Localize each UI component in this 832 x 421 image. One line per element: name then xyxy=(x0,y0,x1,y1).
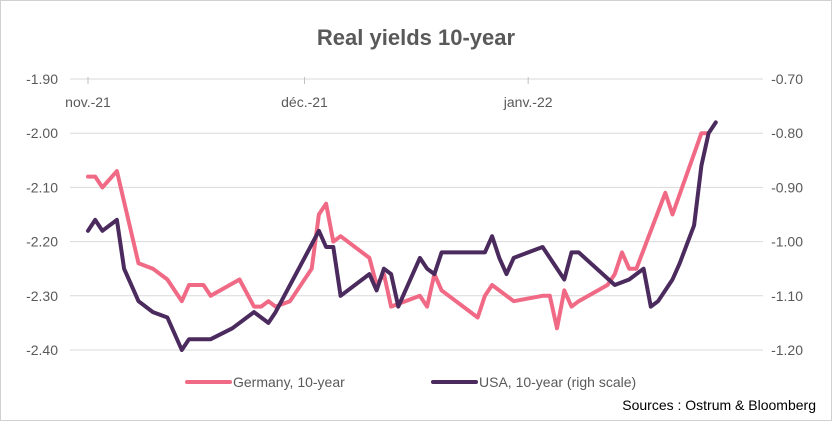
y-left-tick-label: -2.30 xyxy=(26,288,58,304)
y-left-tick-label: -2.20 xyxy=(26,234,58,250)
x-tick-label: déc.-21 xyxy=(281,94,328,110)
source-note: Sources : Ostrum & Bloomberg xyxy=(622,397,816,413)
y-left-tick-label: -1.90 xyxy=(26,71,58,87)
y-right-tick-label: -0.80 xyxy=(771,125,803,141)
y-axis-right: -0.70 -0.80 -0.90 -1.00 -1.10 -1.20 xyxy=(771,71,803,358)
series-lines xyxy=(86,120,718,352)
y-left-tick-label: -2.00 xyxy=(26,125,58,141)
x-tick-label: janv.-22 xyxy=(503,94,553,110)
y-axis-left: -1.90 -2.00 -2.10 -2.20 -2.30 -2.40 xyxy=(26,71,58,358)
legend-label: Germany, 10-year xyxy=(233,374,345,390)
y-right-tick-label: -0.90 xyxy=(771,179,803,195)
series-line-germany xyxy=(86,131,711,331)
y-left-tick-label: -2.10 xyxy=(26,179,58,195)
y-right-tick-label: -0.70 xyxy=(771,71,803,87)
series-line-usa xyxy=(86,120,718,352)
x-tick-label: nov.-21 xyxy=(65,94,111,110)
y-right-tick-label: -1.00 xyxy=(771,234,803,250)
y-right-tick-label: -1.20 xyxy=(771,342,803,358)
y-left-tick-label: -2.40 xyxy=(26,342,58,358)
x-axis: nov.-21 déc.-21 janv.-22 xyxy=(65,77,553,110)
legend-label: USA, 10-year (righ scale) xyxy=(479,374,636,390)
y-right-tick-label: -1.10 xyxy=(771,288,803,304)
legend: Germany, 10-year USA, 10-year (righ scale… xyxy=(185,374,636,390)
chart-title: Real yields 10-year xyxy=(317,25,516,50)
